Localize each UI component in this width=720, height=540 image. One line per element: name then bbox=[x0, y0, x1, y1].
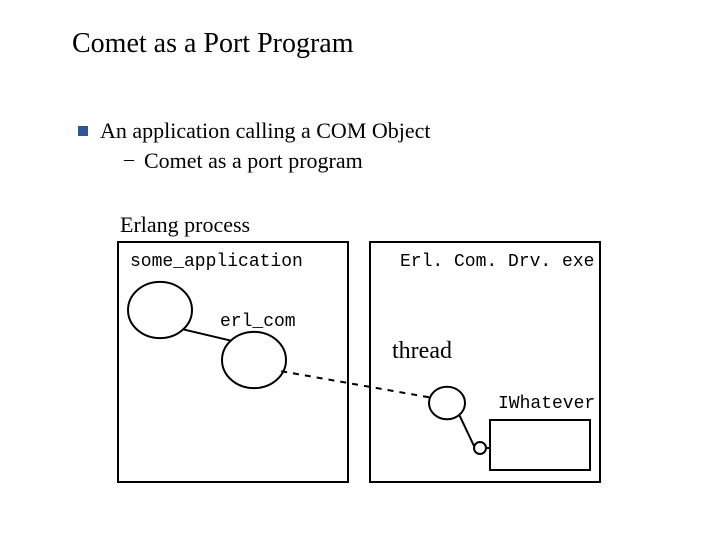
diagram-svg bbox=[0, 0, 720, 540]
slide: Comet as a Port Program An application c… bbox=[0, 0, 720, 540]
